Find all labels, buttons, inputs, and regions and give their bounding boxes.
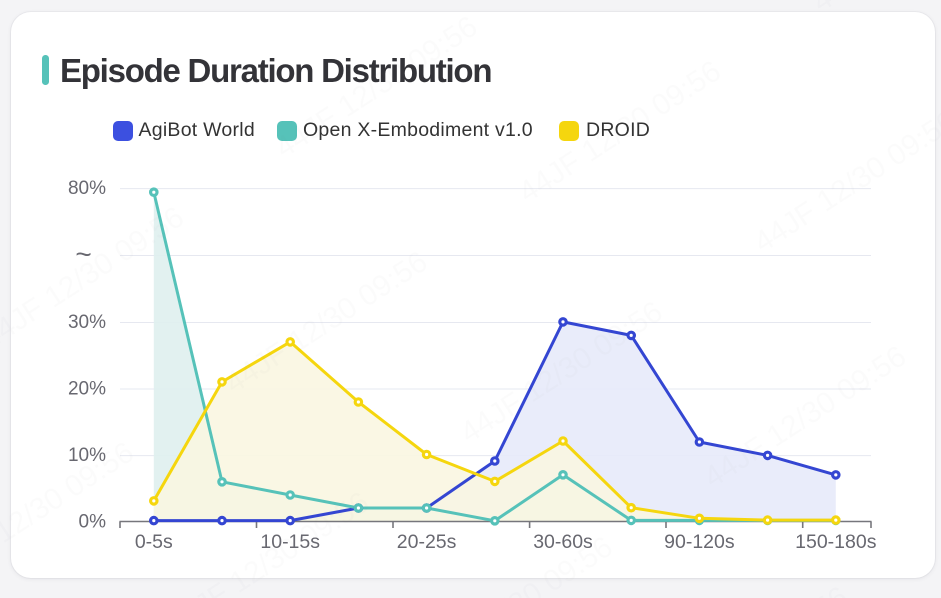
svg-text:30-60s: 30-60s (533, 531, 593, 553)
svg-text:20%: 20% (68, 379, 106, 400)
svg-text:0-5s: 0-5s (135, 531, 173, 553)
svg-text:0%: 0% (79, 512, 107, 533)
svg-text:90-120s: 90-120s (664, 531, 735, 553)
svg-text:10%: 10% (68, 445, 106, 466)
svg-text:150-180s: 150-180s (795, 531, 877, 553)
svg-text:10-15s: 10-15s (260, 531, 320, 553)
svg-text:~: ~ (75, 239, 91, 270)
svg-text:30%: 30% (68, 312, 106, 333)
svg-text:20-25s: 20-25s (397, 531, 457, 553)
svg-text:80%: 80% (68, 178, 106, 199)
